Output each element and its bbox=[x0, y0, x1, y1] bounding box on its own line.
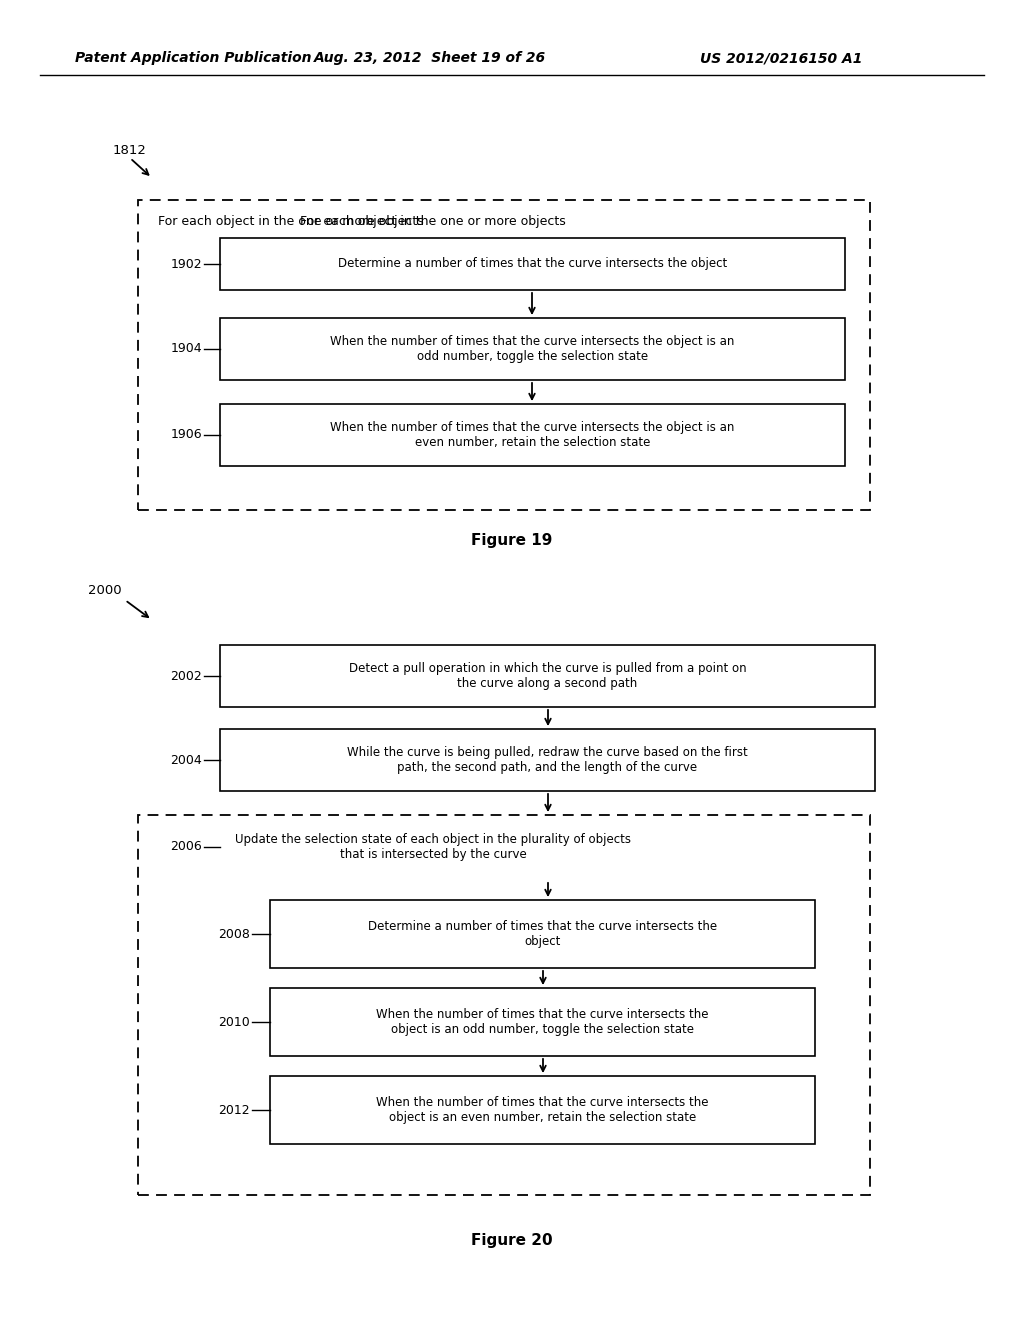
Text: When the number of times that the curve intersects the
object is an even number,: When the number of times that the curve … bbox=[376, 1096, 709, 1125]
Bar bbox=[270, 900, 815, 968]
Text: Update the selection state of each object in the plurality of objects
that is in: Update the selection state of each objec… bbox=[234, 833, 631, 861]
Text: Aug. 23, 2012  Sheet 19 of 26: Aug. 23, 2012 Sheet 19 of 26 bbox=[314, 51, 546, 65]
Text: Figure 19: Figure 19 bbox=[471, 532, 553, 548]
Bar bbox=[270, 987, 815, 1056]
Text: 2010: 2010 bbox=[218, 1015, 250, 1028]
Text: 1904: 1904 bbox=[170, 342, 202, 355]
Text: 2012: 2012 bbox=[218, 1104, 250, 1117]
Text: When the number of times that the curve intersects the object is an
even number,: When the number of times that the curve … bbox=[331, 421, 734, 449]
Text: Determine a number of times that the curve intersects the object: Determine a number of times that the cur… bbox=[338, 257, 727, 271]
Text: 1812: 1812 bbox=[113, 144, 146, 157]
Text: Figure 20: Figure 20 bbox=[471, 1233, 553, 1247]
Text: 2004: 2004 bbox=[170, 754, 202, 767]
Text: 2006: 2006 bbox=[170, 841, 202, 854]
Text: For each object in the one or more objects: For each object in the one or more objec… bbox=[300, 215, 565, 228]
Text: US 2012/0216150 A1: US 2012/0216150 A1 bbox=[700, 51, 862, 65]
Text: When the number of times that the curve intersects the
object is an odd number, : When the number of times that the curve … bbox=[376, 1008, 709, 1036]
Bar bbox=[220, 404, 845, 466]
Text: Determine a number of times that the curve intersects the
object: Determine a number of times that the cur… bbox=[368, 920, 717, 948]
Text: 2008: 2008 bbox=[218, 928, 250, 940]
Text: Patent Application Publication: Patent Application Publication bbox=[75, 51, 311, 65]
Bar bbox=[270, 1076, 815, 1144]
Text: 1906: 1906 bbox=[170, 429, 202, 441]
Text: When the number of times that the curve intersects the object is an
odd number, : When the number of times that the curve … bbox=[331, 335, 734, 363]
Text: 2000: 2000 bbox=[88, 583, 122, 597]
Text: 2002: 2002 bbox=[170, 669, 202, 682]
Bar bbox=[138, 814, 870, 1195]
Bar bbox=[220, 645, 874, 708]
Bar bbox=[220, 238, 845, 290]
Text: Detect a pull operation in which the curve is pulled from a point on
the curve a: Detect a pull operation in which the cur… bbox=[349, 663, 746, 690]
Text: For each object in the one or more objects: For each object in the one or more objec… bbox=[158, 215, 424, 228]
Bar bbox=[220, 729, 874, 791]
Text: While the curve is being pulled, redraw the curve based on the first
path, the s: While the curve is being pulled, redraw … bbox=[347, 746, 748, 774]
Text: 1902: 1902 bbox=[170, 257, 202, 271]
Bar bbox=[220, 318, 845, 380]
Bar bbox=[138, 201, 870, 510]
